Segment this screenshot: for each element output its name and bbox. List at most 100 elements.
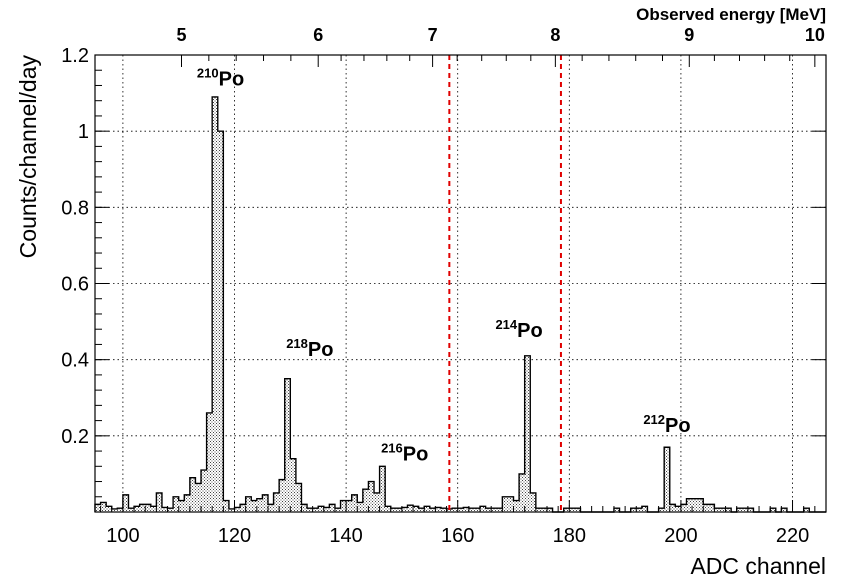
histogram-bin: [697, 498, 704, 512]
histogram-bin: [714, 508, 720, 512]
histogram-bin: [245, 496, 252, 512]
histogram-bin: [747, 508, 754, 512]
histogram-bin: [770, 508, 776, 512]
axis-ticks: [95, 54, 827, 512]
histogram-bin: [452, 508, 458, 512]
y-tick-label: 1.2: [61, 45, 89, 67]
y-tick-label: 1: [78, 121, 89, 143]
histogram-bin: [228, 508, 235, 512]
histogram-bin: [212, 96, 218, 513]
histogram-bin: [675, 506, 681, 512]
histogram-bin: [267, 504, 274, 512]
histogram-bin: [340, 500, 347, 512]
histogram-bin: [134, 506, 140, 512]
histogram-bin: [374, 492, 380, 512]
histogram-bin: [390, 508, 397, 512]
histogram-bin: [435, 507, 441, 512]
histogram-bin: [535, 508, 542, 512]
y-axis-title: Counts/channel/day: [15, 55, 41, 259]
histogram-bin: [546, 508, 553, 512]
histogram-bin: [446, 508, 453, 512]
energy-window-markers: [448, 55, 562, 512]
histogram-bin: [117, 508, 123, 512]
histogram-bin: [429, 508, 436, 512]
histogram-bin: [703, 504, 709, 512]
histogram-bin: [563, 508, 570, 512]
x-tick-label: 120: [218, 525, 251, 547]
x-tick-label: 180: [553, 525, 586, 547]
histogram-bin: [290, 458, 296, 512]
histogram-bin: [692, 498, 698, 512]
x-tick-label: 200: [664, 525, 697, 547]
histogram-bin: [223, 500, 229, 512]
histogram-bin: [519, 473, 525, 512]
histogram-bin: [362, 489, 369, 512]
histogram-bin: [574, 508, 581, 512]
histogram-bin: [396, 508, 402, 512]
isotope-symbol: Po: [517, 320, 543, 342]
top-axis-title: Observed energy [MeV]: [636, 5, 826, 24]
isotope-mass-number: 210: [197, 65, 219, 80]
top-tick-label: 10: [805, 25, 825, 45]
histogram-bin: [106, 506, 112, 512]
peak-label-218po: 218Po: [286, 336, 333, 361]
histogram-bin: [256, 498, 263, 512]
histogram-outline: [94, 96, 826, 513]
histogram-bin: [262, 494, 268, 512]
histogram-bin: [530, 492, 536, 512]
histogram-bin: [173, 496, 179, 512]
top-tick-label: 6: [313, 25, 323, 45]
histogram-bin: [541, 508, 547, 512]
top-tick-label: 8: [550, 25, 560, 45]
histogram-bin: [95, 504, 101, 512]
histogram-bin: [440, 508, 447, 512]
histogram-bin: [686, 498, 693, 512]
histogram-bin: [351, 494, 358, 512]
histogram-bin: [379, 466, 386, 512]
histogram-bin: [669, 504, 676, 512]
histogram-bin: [636, 508, 642, 512]
histogram-bin: [385, 506, 391, 512]
histogram-bin: [145, 504, 151, 512]
histogram-bin: [206, 412, 213, 512]
y-tick-label: 0.4: [61, 350, 89, 372]
histogram-bin: [368, 481, 375, 512]
histogram-bin: [139, 504, 146, 512]
peak-label-210po: 210Po: [197, 65, 244, 90]
tick-labels: 100 120 140 160 180 200 220 0.2 0.4 0.6 0.8 1 1.2 5 6 7…: [61, 25, 825, 547]
isotope-mass-number: 216: [381, 441, 403, 456]
histogram-bin: [357, 502, 363, 512]
histogram-bin: [418, 508, 425, 512]
peak-label-212po: 212Po: [643, 412, 690, 437]
histogram-bin: [507, 496, 514, 512]
histogram-bin: [491, 508, 497, 512]
histogram-bin: [240, 504, 246, 512]
isotope-symbol: Po: [308, 339, 334, 361]
histogram-bin: [234, 507, 241, 512]
top-tick-label: 7: [428, 25, 438, 45]
histogram-bin: [111, 508, 118, 512]
histogram-bin: [334, 508, 341, 512]
histogram-bin: [630, 508, 637, 512]
histogram-bin: [480, 506, 486, 512]
histogram-bin: [485, 508, 492, 512]
x-tick-label: 220: [776, 525, 809, 547]
histogram-bin: [122, 494, 129, 512]
top-tick-label: 5: [176, 25, 186, 45]
histogram-bin: [284, 378, 291, 512]
histogram-bin: [407, 505, 414, 512]
histogram-bin: [468, 508, 475, 512]
histogram-bin: [708, 504, 715, 512]
histogram-bin: [329, 504, 335, 512]
histogram-bin: [513, 500, 520, 512]
top-tick-label: 9: [684, 25, 694, 45]
histogram-bin: [323, 507, 330, 512]
histogram-bin: [161, 507, 168, 512]
histogram-bin: [301, 504, 308, 512]
histogram-bin: [664, 447, 670, 512]
histogram-bin: [128, 508, 135, 512]
histogram-bin: [401, 507, 408, 512]
grid-lines: [95, 54, 826, 512]
